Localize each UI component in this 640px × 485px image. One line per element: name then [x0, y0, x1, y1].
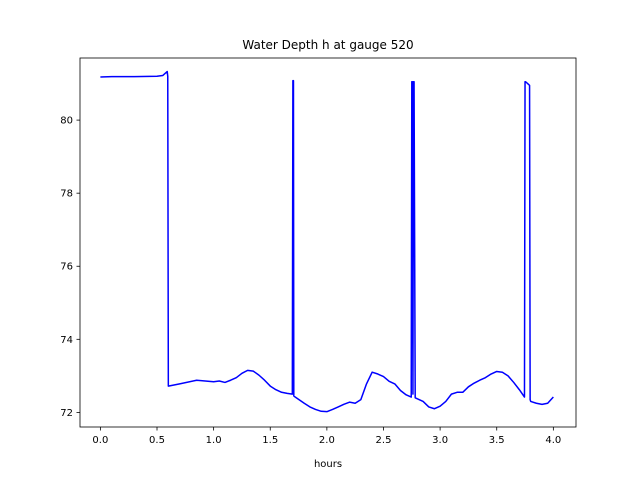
series-line-0: [100, 70, 554, 413]
plot-frame: [79, 57, 577, 428]
x-axis-label: hours: [314, 459, 342, 470]
series-layer: [100, 70, 554, 413]
x-tick-label: 4.0: [545, 435, 561, 446]
x-tick-label: 2.5: [376, 435, 392, 446]
x-tick-label: 1.0: [206, 435, 222, 446]
x-axis-ticks: 0.0 0.5 1.0 1.5 2.0 2.5 3.0 3.5 4.0: [92, 427, 561, 446]
y-tick-label: 74: [60, 335, 73, 346]
x-tick-label: 3.0: [432, 435, 448, 446]
x-tick-label: 2.0: [319, 435, 335, 446]
x-tick-label: 3.5: [489, 435, 505, 446]
chart-title: Water Depth h at gauge 520: [242, 38, 413, 52]
x-tick-label: 0.5: [149, 435, 165, 446]
x-tick-label: 0.0: [92, 435, 108, 446]
y-tick-label: 80: [60, 116, 73, 127]
x-tick-label: 1.5: [262, 435, 278, 446]
y-tick-label: 76: [60, 262, 73, 273]
y-tick-label: 72: [60, 408, 73, 419]
y-tick-label: 78: [60, 189, 73, 200]
y-axis-ticks: 72 74 76 78 80: [60, 116, 80, 419]
